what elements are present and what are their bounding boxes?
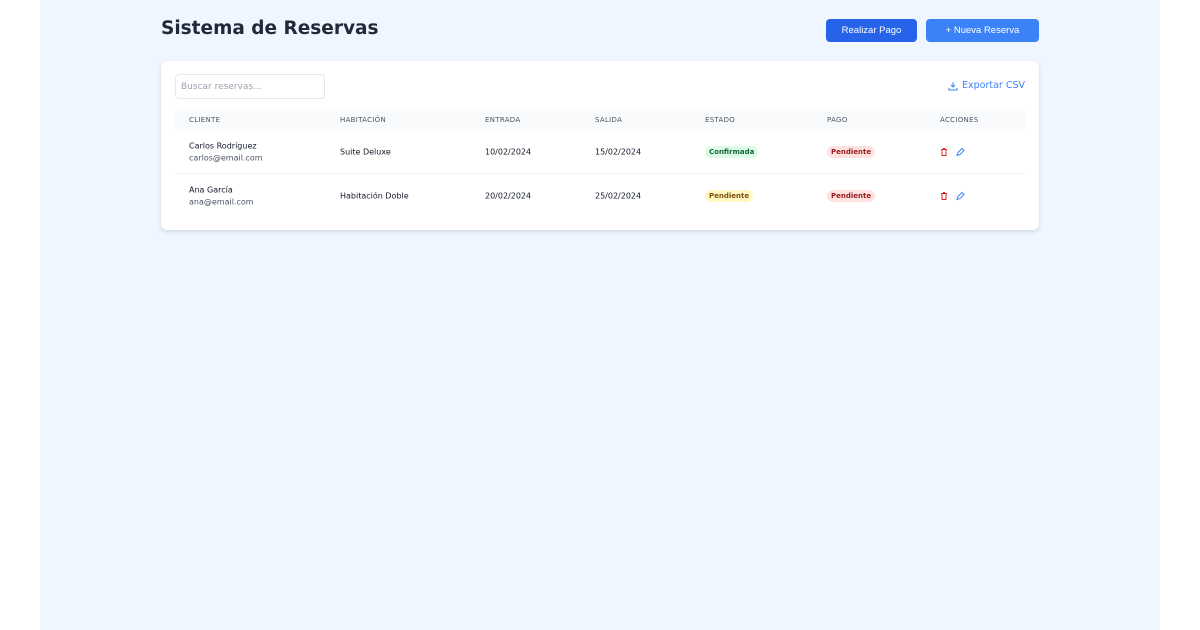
make-payment-button[interactable]: Realizar Pago	[826, 19, 917, 42]
status-badge: Confirmada	[705, 146, 759, 158]
page-title: Sistema de Reservas	[161, 18, 379, 39]
column-header: ESTADO	[705, 116, 736, 124]
column-header: SALIDA	[595, 116, 623, 124]
client-name: Ana García	[189, 185, 233, 194]
checkin-cell: 10/02/2024	[485, 147, 532, 157]
edit-pencil-icon[interactable]	[956, 147, 965, 157]
table-row: Ana García ana@email.com Habitación Doble…	[175, 174, 1025, 217]
client-cell: Ana García ana@email.com	[189, 185, 254, 206]
export-csv-button[interactable]: Exportar CSV	[948, 80, 1025, 91]
reservations-card: Exportar CSV CLIENTE HABITACIÓN ENTRADA …	[161, 61, 1039, 230]
actions-cell	[940, 191, 965, 200]
payment-badge: Pendiente	[827, 189, 876, 202]
search-input[interactable]	[175, 74, 325, 99]
checkout-cell: 15/02/2024	[595, 147, 642, 157]
actions-cell	[940, 147, 965, 157]
client-email: carlos@email.com	[189, 153, 263, 163]
room-cell: Suite Deluxe	[340, 147, 391, 157]
client-name: Carlos Rodríguez	[189, 141, 257, 151]
payment-badge: Pendiente	[827, 146, 876, 158]
export-label: Exportar CSV	[961, 80, 1025, 91]
client-email: ana@email.com	[189, 197, 254, 206]
column-header: ACCIONES	[940, 116, 979, 124]
download-icon	[948, 81, 958, 90]
edit-pencil-icon[interactable]	[956, 191, 965, 200]
table-header: CLIENTE HABITACIÓN ENTRADA SALIDA ESTADO…	[175, 109, 1025, 131]
column-header: HABITACIÓN	[340, 116, 387, 124]
status-badge: Pendiente	[705, 189, 754, 202]
checkout-cell: 25/02/2024	[595, 191, 642, 200]
client-cell: Carlos Rodríguez carlos@email.com	[189, 142, 263, 163]
column-header: CLIENTE	[189, 116, 221, 124]
trash-icon[interactable]	[940, 148, 948, 157]
checkin-cell: 20/02/2024	[485, 191, 532, 200]
column-header: ENTRADA	[485, 116, 521, 124]
room-cell: Habitación Doble	[340, 191, 409, 200]
trash-icon[interactable]	[940, 191, 948, 200]
column-header: PAGO	[827, 116, 848, 124]
table-row: Carlos Rodríguez carlos@email.com Suite D…	[175, 131, 1025, 174]
new-reservation-button[interactable]: + Nueva Reserva	[926, 19, 1039, 42]
